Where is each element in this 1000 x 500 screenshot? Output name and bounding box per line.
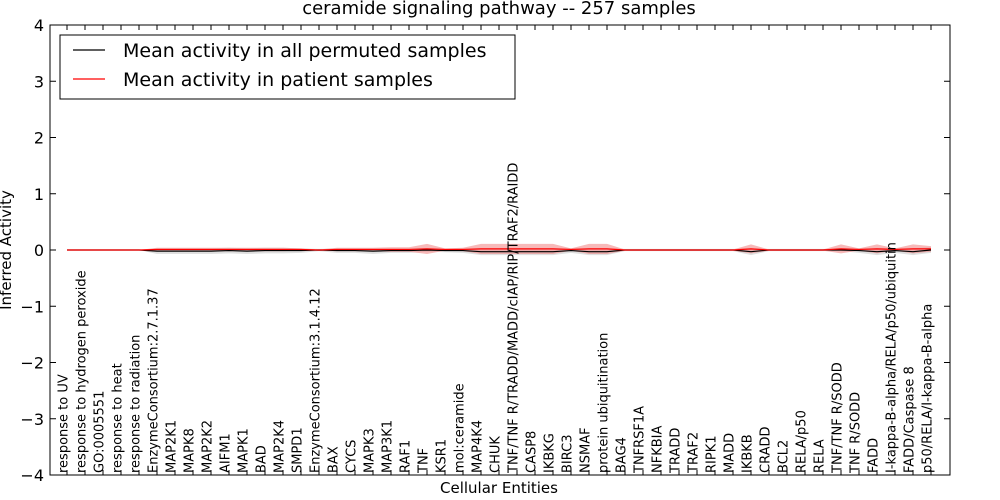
x-tick-label: EnzymeConsortium:3.1.4.12 [309, 288, 324, 473]
x-tick-label: CYCS [345, 440, 360, 473]
legend-box [59, 34, 516, 100]
x-tick-label: MAP2K2 [201, 420, 216, 473]
y-tick-label: 1 [34, 185, 44, 204]
x-tick-label: CHUK [489, 436, 504, 473]
x-tick-label: MAPK3 [363, 428, 378, 473]
y-tick-label: −1 [20, 297, 44, 316]
y-axis: −4 −3 −2 −1 0 1 2 3 4 [20, 16, 950, 485]
legend: Mean activity in all permuted samples Me… [59, 34, 516, 100]
x-tick-label: MAP2K4 [273, 420, 288, 473]
x-tick-label: CRADD [759, 427, 774, 474]
x-tick-label: response to UV [57, 374, 72, 473]
y-axis-label: Inferred Activity [0, 190, 15, 310]
x-axis-label: Cellular Entities [440, 479, 558, 497]
x-tick-label: NFKBIA [651, 426, 666, 473]
y-tick-label: 0 [34, 241, 44, 260]
y-tick-label: −3 [20, 410, 44, 429]
x-tick-label: KSR1 [435, 439, 450, 473]
x-tick-label: CASP8 [525, 431, 540, 473]
x-tick-label: RAF1 [399, 440, 414, 473]
x-tick-label: BAG4 [615, 437, 630, 473]
series-lines [67, 248, 932, 253]
x-tick-label: MAP2K1 [165, 420, 180, 473]
x-tick-label: SMPD1 [291, 427, 306, 473]
x-tick-label: protein ubiquitination [597, 333, 612, 473]
x-tick-label: TRAF2 [687, 432, 702, 474]
x-tick-label: TNFRSF1A [633, 406, 648, 474]
y-tick-label: 4 [34, 16, 44, 35]
x-tick-label: BAD [255, 445, 270, 473]
x-tick-label: RELA/p50 [795, 410, 810, 473]
x-tick-label: MAPK1 [237, 428, 252, 473]
x-tick-label: MADD [723, 433, 738, 473]
x-tick-label: MAP4K4 [471, 420, 486, 473]
x-tick-label: AIFM1 [219, 433, 234, 473]
series-line-patient [67, 248, 931, 251]
x-tick-label: TNF [417, 448, 432, 474]
x-tick-label: TNF/TNF R/TRADD/MADD/cIAP/RIP/TRAF2/RAID… [507, 163, 522, 474]
x-tick-label: BAX [327, 446, 342, 473]
x-tick-label: GO:0005551 [93, 391, 108, 473]
chart-title: ceramide signaling pathway -- 257 sample… [302, 0, 696, 19]
x-tick-label: RIPK1 [705, 435, 720, 473]
x-tick-label: EnzymeConsortium:2.7.1.37 [147, 288, 162, 473]
y-tick-label: 3 [34, 72, 44, 91]
legend-label-permuted: Mean activity in all permuted samples [123, 40, 486, 62]
y-tick-label: −2 [20, 354, 44, 373]
x-tick-label: FADD/Caspase 8 [903, 366, 918, 473]
x-tick-label: IKBKG [543, 433, 558, 473]
y-tick-label: 2 [34, 129, 44, 148]
x-tick-label: MAP3K1 [381, 420, 396, 473]
x-tick-label: I-kappa-B-alpha/RELA/p50/ubiquitin [885, 242, 900, 473]
y-tick-label: −4 [20, 466, 44, 485]
x-tick-label: p50/RELA/I-kappa-B-alpha [921, 304, 936, 473]
x-tick-label: MAPK8 [183, 428, 198, 473]
x-tick-label: RELA [813, 439, 828, 473]
x-tick-label: IKBKB [741, 434, 756, 473]
x-tick-label: TNF R/SODD [849, 392, 864, 474]
x-tick-label: response to hydrogen peroxide [75, 270, 90, 473]
x-tick-label: NSMAF [579, 427, 594, 473]
x-tick-label: mol:ceramide [453, 383, 468, 473]
x-tick-label: BIRC3 [561, 435, 576, 474]
x-tick-label: TRADD [669, 428, 684, 474]
legend-label-patient: Mean activity in patient samples [123, 69, 433, 91]
x-tick-label: BCL2 [777, 440, 792, 473]
x-axis: response to UV response to hydrogen perox… [57, 25, 936, 475]
x-tick-label: TNF/TNF R/SODD [831, 362, 846, 474]
x-tick-label: response to radiation [129, 335, 144, 473]
x-tick-label: FADD [867, 438, 882, 473]
x-tick-label: response to heat [111, 363, 126, 473]
